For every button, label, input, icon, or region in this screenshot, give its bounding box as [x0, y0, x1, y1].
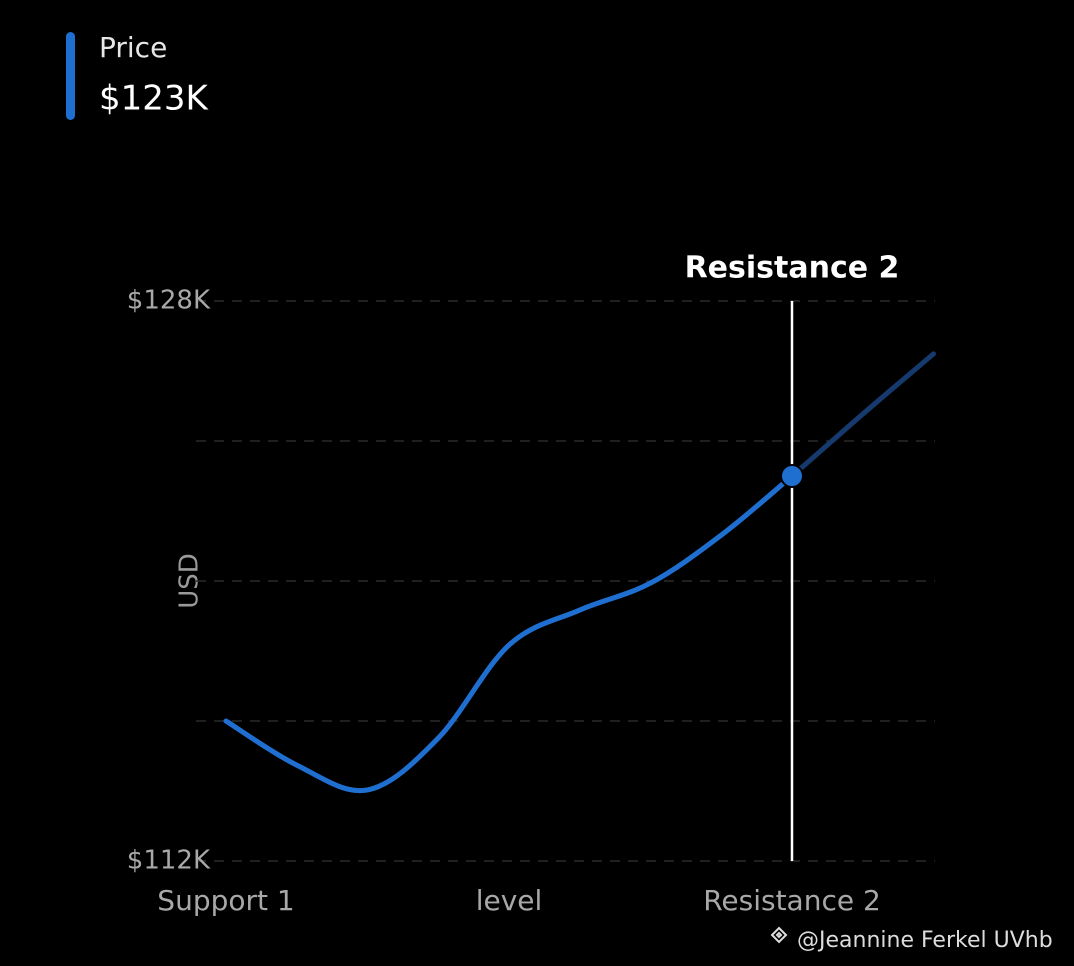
x-tick-label: Support 1 [157, 884, 294, 917]
crosshair-point [780, 464, 804, 488]
y-tick-label: $112K [127, 846, 211, 876]
watermark-text: @Jeannine Ferkel UVhb [797, 928, 1053, 953]
x-tick-label: level [476, 884, 543, 917]
legend-name: Price [99, 31, 167, 64]
line [223, 472, 792, 794]
watermark-icon [770, 926, 788, 944]
watermark: @Jeannine Ferkel UVhb [770, 926, 1053, 953]
legend-value: $123K [99, 79, 210, 119]
legend-swatch [66, 32, 75, 120]
crosshair-label: Resistance 2 [685, 251, 900, 286]
y-tick-label: $128K [127, 286, 211, 316]
x-tick-label: Resistance 2 [703, 884, 881, 917]
